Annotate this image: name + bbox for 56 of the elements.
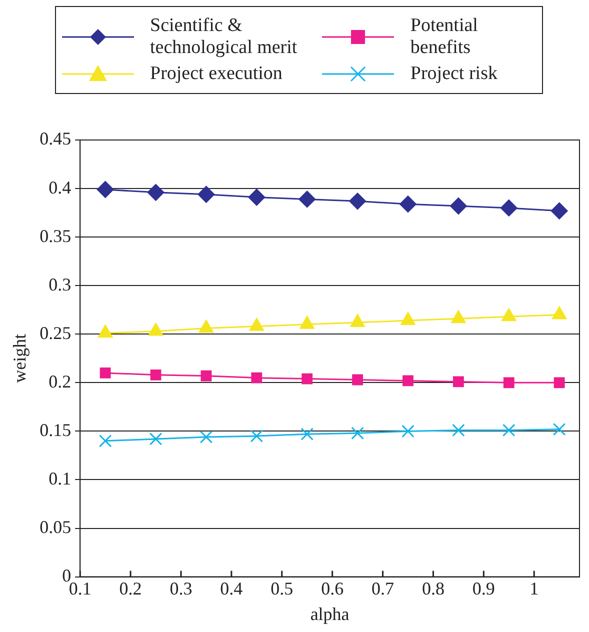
x-axis-title: alpha — [310, 604, 350, 624]
legend-label: Project risk — [410, 63, 498, 85]
y-tick-label: 0.15 — [40, 420, 72, 440]
point — [399, 196, 416, 213]
point — [352, 374, 363, 386]
point — [149, 432, 162, 446]
point — [500, 199, 518, 216]
y-tick-label: 0.35 — [40, 226, 72, 246]
point — [302, 373, 313, 384]
legend-label: Scientific & technological merit — [150, 15, 298, 59]
y-tick-label: 0.4 — [48, 177, 72, 198]
point — [248, 188, 266, 206]
y-tick-label: 0.45 — [40, 128, 72, 149]
point — [150, 369, 162, 380]
x-tick-label: 0.8 — [422, 578, 444, 599]
x-tick-label: 0.6 — [321, 578, 344, 599]
point — [452, 424, 465, 437]
point — [298, 190, 316, 208]
legend-label: Project execution — [150, 63, 282, 85]
y-tick-label: 0 — [62, 566, 72, 586]
point — [351, 426, 364, 440]
point — [200, 370, 212, 382]
x-tick-label: 0.4 — [220, 578, 243, 599]
point — [100, 368, 111, 378]
x-tick-label: 0.1 — [68, 578, 92, 599]
y-tick-label: 0.2 — [48, 371, 72, 392]
point — [550, 202, 568, 220]
point — [300, 428, 314, 441]
point — [554, 377, 565, 388]
x-tick-label: 0.7 — [372, 578, 394, 599]
x-tick-label: 0.5 — [270, 578, 294, 599]
y-tick-label: 0.1 — [48, 468, 72, 488]
point — [349, 192, 366, 210]
point — [503, 377, 514, 388]
point — [552, 422, 566, 436]
point — [452, 376, 464, 388]
x-tick-label: 0.2 — [119, 578, 142, 599]
legend-label: Potential benefits — [410, 15, 479, 59]
y-tick-label: 0.25 — [40, 322, 72, 343]
x-tick-label: 1 — [530, 578, 539, 599]
point — [147, 184, 164, 201]
x-tick-label: 0.3 — [170, 578, 192, 599]
point — [96, 181, 114, 198]
point — [402, 424, 414, 438]
point — [198, 186, 215, 203]
y-tick-label: 0.05 — [40, 517, 72, 537]
y-tick-label: 0.3 — [48, 274, 72, 294]
point — [402, 375, 414, 386]
point — [200, 430, 213, 444]
point — [251, 372, 262, 384]
point — [250, 430, 264, 442]
point — [450, 198, 467, 215]
point — [98, 434, 112, 448]
x-tick-label: 0.9 — [472, 578, 495, 599]
y-axis-title: weight — [10, 334, 30, 383]
point — [502, 424, 516, 437]
